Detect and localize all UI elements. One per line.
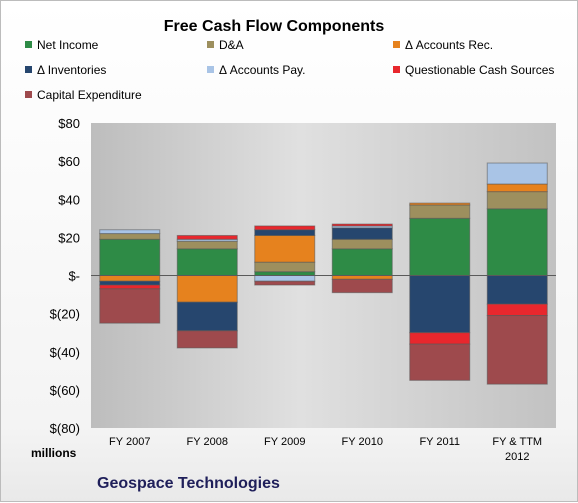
bar-segment-delta-inventories — [409, 275, 471, 334]
bar-segment-questionable-cash-sources — [176, 234, 238, 240]
bar-segment-d-a — [176, 240, 238, 250]
legend-label-questionable-cash-sources: Questionable Cash Sources — [405, 63, 554, 77]
bar-segment-delta-accounts-pay — [486, 162, 548, 185]
x-axis: FY 2007 FY 2008 FY 2009 FY 2010 FY 2011 FY & … — [109, 436, 542, 463]
bar-segment-net-income — [99, 238, 161, 276]
x-tick-label: FY 2010 — [342, 436, 383, 448]
legend-label-delta-accounts-pay: Δ Accounts Pay. — [219, 63, 306, 77]
bar-segment-capital-expenditure — [254, 280, 316, 286]
y-unit-label: millions — [31, 446, 77, 460]
bar-segment-delta-inventories — [99, 280, 161, 286]
y-tick-label: $(40) — [50, 345, 80, 360]
legend-swatch-delta-accounts-pay — [207, 66, 214, 73]
bar-segment-capital-expenditure — [331, 278, 393, 294]
legend-swatch-delta-accounts-rec — [393, 41, 400, 48]
legend-label-capital-expenditure: Capital Expenditure — [37, 88, 142, 102]
legend-label-d-a: D&A — [219, 38, 244, 52]
legend: Net Income D&A Δ Accounts Rec. Δ Inventorie… — [25, 38, 554, 102]
bar-segment-d-a — [254, 261, 316, 273]
x-tick-label: 2012 — [505, 451, 529, 463]
x-tick-label: FY 2009 — [264, 436, 305, 448]
bar-segment-net-income — [331, 248, 393, 276]
legend-swatch-questionable-cash-sources — [393, 66, 400, 73]
bar-segment-d-a — [486, 191, 548, 210]
company-name: Geospace Technologies — [97, 475, 280, 492]
legend-label-delta-accounts-rec: Δ Accounts Rec. — [405, 38, 493, 52]
bar-segment-delta-accounts-pay — [254, 275, 316, 282]
bar-segment-delta-accounts-rec — [176, 275, 238, 303]
legend-label-delta-inventories: Δ Inventories — [37, 63, 106, 77]
legend-swatch-net-income — [25, 41, 32, 48]
bar-segment-delta-accounts-rec — [99, 275, 161, 282]
bar-segment-delta-inventories — [486, 275, 548, 305]
y-tick-label: $60 — [58, 154, 80, 169]
bar-segment-questionable-cash-sources — [486, 303, 548, 317]
bar-segment-questionable-cash-sources — [99, 284, 161, 290]
bar-segment-capital-expenditure — [176, 330, 238, 349]
legend-label-net-income: Net Income — [37, 38, 99, 52]
bar-segment-delta-accounts-rec — [409, 202, 471, 206]
legend-swatch-d-a — [207, 41, 214, 48]
bar-segment-delta-accounts-rec — [254, 234, 316, 263]
bar-segment-d-a — [409, 204, 471, 219]
y-tick-label: $(60) — [50, 383, 80, 398]
y-tick-label: $80 — [58, 116, 80, 131]
x-tick-label: FY 2011 — [419, 436, 460, 448]
bar-segment-questionable-cash-sources — [254, 225, 316, 231]
bar-segment-net-income — [254, 271, 316, 276]
legend-swatch-delta-inventories — [25, 66, 32, 73]
bar-segment-net-income — [486, 208, 548, 276]
bar-segment-delta-inventories — [254, 229, 316, 236]
bar-segment-delta-inventories — [176, 301, 238, 332]
x-tick-label: FY & TTM — [492, 436, 542, 448]
bar-segment-capital-expenditure — [486, 315, 548, 385]
bar-segment-capital-expenditure — [99, 288, 161, 324]
bar-segment-questionable-cash-sources — [331, 223, 393, 227]
bar-segment-delta-accounts-rec — [486, 183, 548, 193]
y-tick-label: $20 — [58, 230, 80, 245]
x-tick-label: FY 2007 — [109, 436, 150, 448]
legend-swatch-capital-expenditure — [25, 91, 32, 98]
bar-segment-delta-accounts-pay — [99, 229, 161, 235]
bar-segment-net-income — [409, 217, 471, 276]
y-tick-label: $40 — [58, 192, 80, 207]
y-axis: $80 $60 $40 $20 $- $(20) $(40) $(60) $(80) — [50, 116, 80, 436]
bar-segment-questionable-cash-sources — [409, 332, 471, 345]
bar-segment-d-a — [331, 238, 393, 250]
x-tick-label: FY 2008 — [187, 436, 228, 448]
chart-title: Free Cash Flow Components — [164, 18, 385, 35]
bar-segment-delta-inventories — [331, 227, 393, 240]
y-tick-label: $(20) — [50, 307, 80, 322]
y-tick-label: $(80) — [50, 421, 80, 436]
bar-segment-net-income — [176, 248, 238, 276]
y-tick-label: $- — [68, 269, 80, 284]
bars — [99, 162, 548, 385]
bar-segment-d-a — [99, 233, 161, 240]
bar-segment-capital-expenditure — [409, 343, 471, 381]
bar-segment-delta-accounts-rec — [331, 275, 393, 280]
